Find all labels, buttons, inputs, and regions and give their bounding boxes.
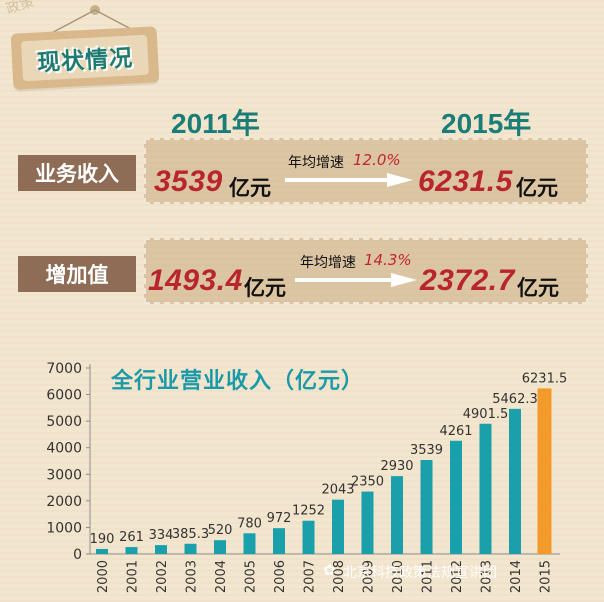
x-tick-label: 2012	[450, 560, 465, 593]
bar-value-label: 334	[149, 528, 174, 543]
bar	[302, 520, 315, 554]
bar-value-label: 972	[267, 511, 292, 526]
revenue-to-value: 6231.5	[418, 165, 513, 198]
bar	[332, 499, 344, 554]
x-tick-label: 2000	[96, 560, 111, 593]
revenue-from-unit: 亿元	[229, 177, 271, 200]
x-tick-label: 2008	[332, 560, 347, 593]
added-value-from-value: 1493.4	[148, 264, 243, 297]
revenue-label-text: 业务收入	[35, 163, 119, 186]
year-from: 2011年	[171, 108, 260, 139]
added-value-rate-label: 年均增速	[300, 255, 356, 271]
revenue-from-value: 3539	[154, 165, 223, 198]
x-tick-label: 2014	[509, 560, 524, 593]
bar	[361, 491, 374, 554]
chart-title: 全行业营业收入（亿元）	[111, 368, 365, 393]
bar-value-label: 1252	[292, 504, 325, 519]
wechat-icon: ✿	[323, 561, 336, 579]
x-tick-label: 2013	[480, 560, 495, 593]
x-tick-label: 2009	[362, 560, 377, 593]
bar-value-label: 4901.5	[463, 407, 509, 422]
watermark-text: 北京科技政策法规宣讲团	[343, 565, 497, 581]
x-tick-label: 2010	[391, 560, 406, 593]
bar	[273, 528, 285, 554]
x-tick-label: 2006	[273, 560, 288, 593]
y-tick-label: 5000	[46, 414, 82, 430]
revenue-bar-chart: 0 1000 2000 3000 4000 5000 6000 7000 190 2000 261 2…	[46, 361, 568, 593]
added-value-arrow-icon	[295, 273, 417, 287]
bar	[391, 476, 403, 554]
bar	[96, 548, 108, 554]
x-tick-label: 2007	[303, 560, 318, 593]
watermark: ✿ 北京科技政策法规宣讲团	[323, 561, 583, 583]
bar	[479, 423, 492, 554]
bar	[450, 440, 462, 554]
y-tick-label: 2000	[46, 494, 82, 510]
added-value-from-unit: 亿元	[244, 277, 286, 300]
bar-value-label: 2930	[380, 459, 413, 474]
bar-value-label: 385.3	[172, 527, 209, 542]
added-value-label: 增加值	[18, 256, 136, 292]
bar-value-label: 261	[119, 530, 144, 545]
year-to: 2015年	[441, 108, 532, 139]
y-tick-label: 7000	[46, 361, 82, 377]
x-tick-label: 2003	[185, 560, 200, 593]
y-tick-label: 1000	[46, 520, 82, 536]
bar-value-label: 520	[208, 523, 233, 538]
added-value-to-value: 2372.7	[420, 264, 515, 297]
bar	[184, 543, 197, 554]
added-value-label-text: 增加值	[45, 264, 109, 287]
bar-value-label: 3539	[410, 443, 443, 458]
x-tick-label: 2002	[155, 560, 170, 593]
y-tick-label: 0	[73, 547, 82, 563]
bar-value-label: 2350	[351, 475, 384, 490]
y-tick-label: 6000	[46, 388, 82, 404]
bar	[243, 533, 256, 554]
added-value-rate-value: 14.3%	[364, 251, 412, 269]
bar	[125, 547, 138, 554]
bar	[214, 540, 226, 554]
x-tick-label: 2015	[539, 560, 554, 593]
bar	[537, 388, 552, 554]
bar-value-label: 780	[237, 516, 262, 531]
y-tick-label: 3000	[46, 467, 82, 483]
added-value-panel	[144, 238, 588, 304]
revenue-to-unit: 亿元	[516, 177, 558, 200]
section-badge: 现状情况	[10, 26, 160, 90]
y-tick-label: 4000	[46, 441, 82, 457]
svg-text:政策: 政策	[4, 0, 36, 18]
bar-value-label: 190	[90, 532, 115, 547]
section-title: 现状情况	[36, 44, 134, 76]
bar	[509, 408, 521, 554]
x-tick-label: 2001	[126, 560, 141, 593]
x-tick-label: 2004	[214, 560, 229, 593]
x-tick-label: 2005	[244, 560, 259, 593]
revenue-rate-label: 年均增速	[288, 155, 344, 171]
x-tick-label: 2011	[421, 560, 436, 593]
revenue-rate-value: 12.0%	[353, 151, 401, 169]
revenue-arrow-icon	[285, 173, 413, 187]
bar-value-label: 5462.3	[492, 392, 538, 407]
bar	[155, 545, 167, 554]
bar	[420, 459, 433, 554]
bar-value-label: 4261	[439, 424, 472, 439]
revenue-label: 业务收入	[18, 155, 136, 191]
added-value-to-unit: 亿元	[517, 277, 559, 300]
bar-value-label: 2043	[321, 483, 354, 498]
revenue-panel	[144, 138, 588, 204]
bar-value-label: 6231.5	[522, 371, 568, 386]
